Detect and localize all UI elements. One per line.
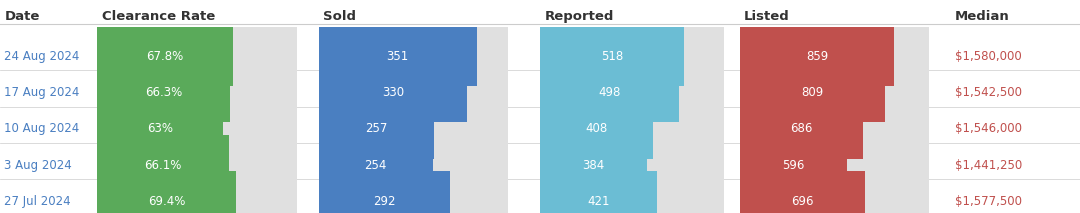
FancyBboxPatch shape [97, 99, 297, 159]
Text: $1,542,500: $1,542,500 [955, 86, 1022, 99]
Text: 67.8%: 67.8% [146, 50, 184, 63]
FancyBboxPatch shape [319, 63, 508, 122]
FancyBboxPatch shape [740, 135, 929, 195]
FancyBboxPatch shape [540, 171, 724, 213]
FancyBboxPatch shape [540, 27, 684, 86]
Text: $1,580,000: $1,580,000 [955, 50, 1022, 63]
FancyBboxPatch shape [319, 135, 508, 195]
FancyBboxPatch shape [319, 99, 434, 159]
FancyBboxPatch shape [97, 63, 297, 122]
FancyBboxPatch shape [97, 171, 235, 213]
Text: 3 Aug 2024: 3 Aug 2024 [4, 158, 72, 172]
Text: 63%: 63% [147, 122, 173, 135]
Text: 66.3%: 66.3% [145, 86, 183, 99]
Text: 66.1%: 66.1% [145, 158, 181, 172]
Text: 257: 257 [365, 122, 388, 135]
Text: 686: 686 [791, 122, 813, 135]
Text: 859: 859 [806, 50, 828, 63]
FancyBboxPatch shape [740, 171, 929, 213]
Text: 292: 292 [373, 195, 395, 208]
FancyBboxPatch shape [97, 171, 297, 213]
Text: 498: 498 [598, 86, 620, 99]
Text: 518: 518 [600, 50, 623, 63]
Text: 17 Aug 2024: 17 Aug 2024 [4, 86, 80, 99]
FancyBboxPatch shape [740, 27, 894, 86]
Text: $1,577,500: $1,577,500 [955, 195, 1022, 208]
Text: Reported: Reported [544, 10, 613, 23]
FancyBboxPatch shape [97, 135, 297, 195]
Text: 596: 596 [782, 158, 805, 172]
FancyBboxPatch shape [97, 135, 229, 195]
FancyBboxPatch shape [540, 135, 647, 195]
Text: 351: 351 [387, 50, 408, 63]
FancyBboxPatch shape [740, 99, 863, 159]
Text: $1,441,250: $1,441,250 [955, 158, 1022, 172]
FancyBboxPatch shape [740, 135, 847, 195]
FancyBboxPatch shape [319, 171, 450, 213]
Text: 330: 330 [382, 86, 404, 99]
FancyBboxPatch shape [319, 63, 468, 122]
Text: 10 Aug 2024: 10 Aug 2024 [4, 122, 80, 135]
FancyBboxPatch shape [540, 99, 724, 159]
FancyBboxPatch shape [97, 27, 232, 86]
FancyBboxPatch shape [97, 27, 297, 86]
FancyBboxPatch shape [319, 99, 508, 159]
FancyBboxPatch shape [540, 27, 724, 86]
FancyBboxPatch shape [540, 135, 724, 195]
Text: $1,546,000: $1,546,000 [955, 122, 1022, 135]
FancyBboxPatch shape [540, 63, 724, 122]
FancyBboxPatch shape [740, 63, 929, 122]
Text: Sold: Sold [323, 10, 356, 23]
Text: 254: 254 [365, 158, 387, 172]
Text: Date: Date [4, 10, 40, 23]
Text: 696: 696 [792, 195, 813, 208]
FancyBboxPatch shape [740, 99, 929, 159]
FancyBboxPatch shape [740, 63, 886, 122]
FancyBboxPatch shape [319, 27, 476, 86]
FancyBboxPatch shape [540, 99, 653, 159]
Text: 69.4%: 69.4% [148, 195, 185, 208]
Text: 421: 421 [588, 195, 610, 208]
Text: 27 Jul 2024: 27 Jul 2024 [4, 195, 71, 208]
Text: 384: 384 [582, 158, 605, 172]
Text: 408: 408 [585, 122, 608, 135]
FancyBboxPatch shape [97, 99, 224, 159]
FancyBboxPatch shape [540, 63, 678, 122]
FancyBboxPatch shape [740, 27, 929, 86]
Text: 809: 809 [801, 86, 824, 99]
FancyBboxPatch shape [97, 63, 230, 122]
Text: Clearance Rate: Clearance Rate [102, 10, 215, 23]
FancyBboxPatch shape [319, 27, 508, 86]
Text: 24 Aug 2024: 24 Aug 2024 [4, 50, 80, 63]
FancyBboxPatch shape [540, 171, 657, 213]
FancyBboxPatch shape [319, 135, 433, 195]
Text: Listed: Listed [744, 10, 789, 23]
Text: Median: Median [955, 10, 1010, 23]
FancyBboxPatch shape [740, 171, 865, 213]
FancyBboxPatch shape [319, 171, 508, 213]
